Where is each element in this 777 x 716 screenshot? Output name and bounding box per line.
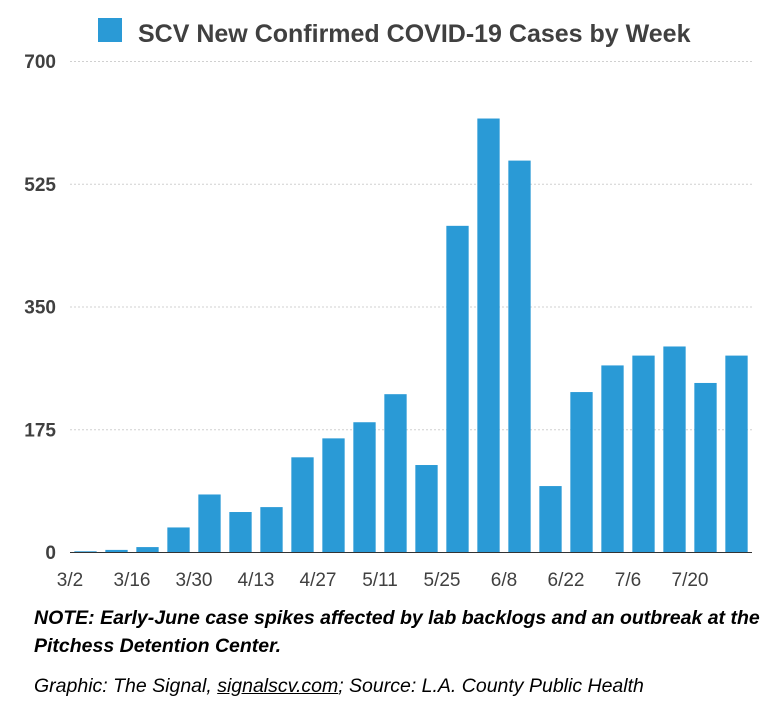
- bar-4-13: [260, 507, 283, 552]
- x-tick-label: 5/11: [362, 570, 398, 591]
- x-tick-label: 4/27: [300, 570, 337, 591]
- bar-7-6: [632, 355, 655, 552]
- x-tick-label: 5/25: [424, 570, 461, 591]
- legend-swatch: [98, 18, 122, 42]
- bar-7-27: [725, 355, 748, 552]
- y-tick-label: 700: [24, 52, 56, 73]
- x-tick-label: 6/8: [491, 570, 517, 591]
- bar-6-8: [508, 160, 531, 552]
- x-tick-label: 7/20: [672, 570, 709, 591]
- bar-6-1: [477, 118, 500, 553]
- x-tick-label: 4/13: [238, 570, 275, 591]
- x-tick-label: 3/16: [114, 570, 151, 591]
- legend: SCV New Confirmed COVID-19 Cases by Week: [98, 18, 691, 48]
- y-axis: 0 175 350 525 700: [24, 52, 56, 564]
- bar-3-16: [136, 547, 159, 552]
- bar-3-9: [105, 549, 128, 552]
- y-tick-label: 175: [24, 420, 56, 441]
- y-tick-label: 525: [24, 175, 56, 196]
- bar-7-20: [694, 382, 717, 552]
- bars: [74, 118, 748, 553]
- bar-6-22: [570, 392, 593, 552]
- footnote: NOTE: Early-June case spikes affected by…: [34, 607, 760, 657]
- y-tick-label: 0: [45, 543, 56, 564]
- x-tick-label: 6/22: [548, 570, 585, 591]
- legend-label: SCV New Confirmed COVID-19 Cases by Week: [138, 20, 691, 48]
- bar-6-29: [601, 365, 624, 552]
- credit-prefix: Graphic: The Signal,: [34, 675, 218, 697]
- bar-5-18: [415, 465, 438, 552]
- bar-3-2: [74, 551, 97, 552]
- bar-7-13: [663, 346, 686, 552]
- x-axis: 3/2 3/16 3/30 4/13 4/27 5/11 5/25 6/8 6/22 7/6 7/2…: [57, 570, 709, 591]
- x-tick-label: 7/6: [615, 570, 641, 591]
- bar-5-4: [353, 422, 376, 552]
- y-tick-label: 350: [24, 298, 56, 319]
- bar-6-15: [539, 486, 562, 552]
- credit-line: Graphic: The Signal, signalscv.com; Sour…: [34, 672, 644, 700]
- credit-suffix: ; Source: L.A. County Public Health: [338, 675, 644, 697]
- bar-5-11: [384, 394, 407, 552]
- bar-5-25: [446, 225, 469, 552]
- x-tick-label: 3/2: [57, 570, 83, 591]
- bar-4-6: [229, 512, 252, 552]
- bar-chart: SCV New Confirmed COVID-19 Cases by Week…: [24, 18, 752, 591]
- bar-4-20: [291, 457, 314, 552]
- x-tick-label: 3/30: [176, 570, 213, 591]
- bar-3-23: [167, 527, 190, 552]
- source-link[interactable]: signalscv.com: [217, 675, 339, 697]
- bar-3-30: [198, 494, 221, 552]
- bar-4-27: [322, 438, 345, 552]
